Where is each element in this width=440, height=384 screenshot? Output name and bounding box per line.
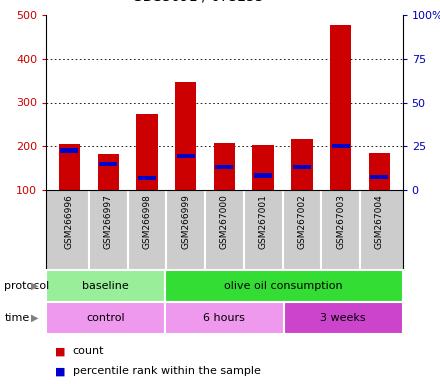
Text: ■: ■	[55, 366, 66, 376]
Text: ■: ■	[55, 346, 66, 356]
Bar	[46, 270, 165, 302]
Text: time: time	[4, 313, 29, 323]
Text: 3 weeks: 3 weeks	[320, 313, 366, 323]
Text: GSM267001: GSM267001	[259, 194, 268, 249]
Text: count: count	[73, 346, 104, 356]
Bar	[165, 302, 284, 334]
Bar	[98, 154, 119, 190]
Bar	[46, 302, 165, 334]
Bar	[59, 144, 80, 190]
Text: 6 hours: 6 hours	[203, 313, 246, 323]
Bar	[254, 173, 272, 178]
Text: GDS3691 / 673253: GDS3691 / 673253	[132, 0, 264, 3]
Text: GSM267003: GSM267003	[336, 194, 345, 249]
Bar	[176, 154, 195, 158]
Bar	[293, 165, 311, 169]
Bar	[136, 114, 158, 190]
Text: GSM266998: GSM266998	[143, 194, 151, 249]
Text: control: control	[86, 313, 125, 323]
Bar	[291, 139, 312, 190]
Text: ▶: ▶	[31, 313, 39, 323]
Bar	[370, 175, 389, 179]
Bar	[175, 81, 196, 190]
Bar	[138, 176, 156, 180]
Text: GSM266997: GSM266997	[104, 194, 113, 249]
Text: GSM267004: GSM267004	[375, 194, 384, 249]
Bar	[165, 270, 403, 302]
Bar	[284, 302, 403, 334]
Bar	[99, 162, 117, 166]
Text: GSM266996: GSM266996	[65, 194, 74, 249]
Text: protocol: protocol	[4, 281, 50, 291]
Bar	[332, 144, 350, 149]
Text: GSM267002: GSM267002	[297, 194, 306, 249]
Text: GSM266999: GSM266999	[181, 194, 190, 249]
Bar	[215, 165, 234, 169]
Bar	[60, 149, 78, 153]
Bar	[330, 25, 351, 190]
Text: olive oil consumption: olive oil consumption	[224, 281, 343, 291]
Bar	[253, 145, 274, 190]
Text: ▶: ▶	[31, 281, 39, 291]
Text: GSM267000: GSM267000	[220, 194, 229, 249]
Text: baseline: baseline	[82, 281, 129, 291]
Bar	[214, 143, 235, 190]
Text: percentile rank within the sample: percentile rank within the sample	[73, 366, 260, 376]
Bar	[369, 153, 390, 190]
